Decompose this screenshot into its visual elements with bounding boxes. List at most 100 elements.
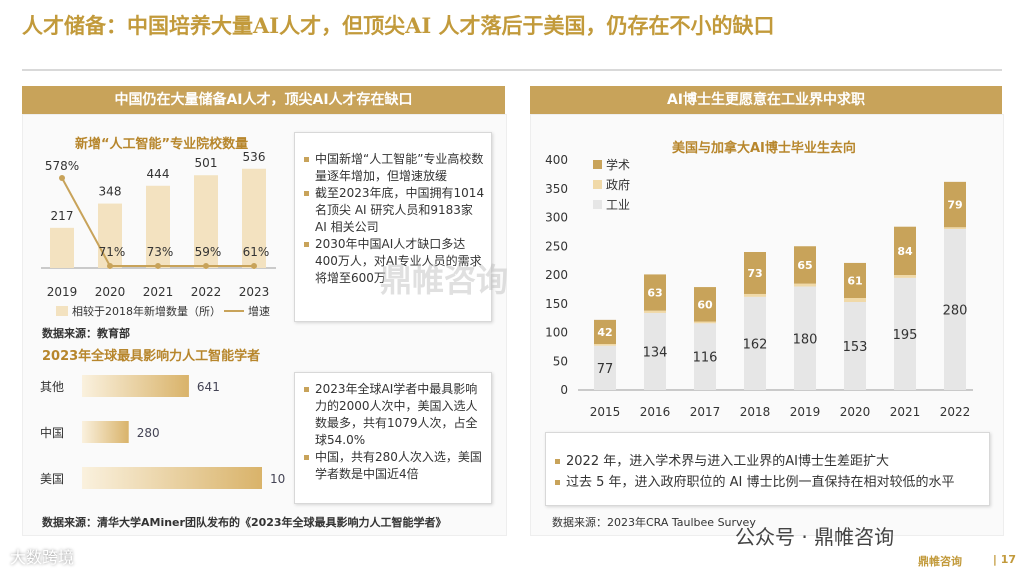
chart1-bar-label: 536 [243,150,266,164]
chart3-bar-government [794,283,816,287]
chart3-industry-label: 153 [843,340,868,355]
chart1-growth-point [155,263,161,269]
page-number: | 17 [992,553,1016,566]
chart1-legend-bar-label: 相较于2018年新增数量（所） [72,304,221,318]
chart3-academia-label: 61 [847,274,862,287]
chart1-growth-point [203,263,209,269]
chart1-bar [194,175,218,268]
chart3-bar-industry [894,277,916,390]
source3: 数据来源：2023年CRA Taulbee Survey [552,516,756,529]
source1: 数据来源：教育部 [42,327,130,340]
chart2-value-label: 1079 [270,472,286,486]
chart3-y-tick: 300 [545,211,568,225]
chart1-title: 新增“人工智能”专业院校数量 [75,137,249,152]
center-watermark: 鼎帷咨询 [380,261,509,299]
chart3-y-tick: 150 [545,297,568,311]
chart1-x-tick: 2019 [47,285,78,299]
chart3-x-tick: 2019 [790,405,821,419]
chart3-bar-academia [594,319,616,344]
chart3-y-tick: 350 [545,182,568,196]
chart1-bar-label: 501 [195,156,218,170]
chart2-value-label: 641 [197,380,220,394]
chart3-academia-label: 65 [797,259,812,272]
chart1-growth-label: 578% [45,159,79,173]
bullet-2-2: 中国，共有280人次入选，美国学者数是中国近4倍 [301,449,485,483]
chart2-title: 2023年全球最具影响力人工智能学者 [42,349,261,364]
right-panel-header: AI博士生更愿意在工业界中求职 [530,86,1002,114]
chart3-industry-label: 195 [893,328,918,343]
chart3-bar-academia [944,181,966,228]
bullet-2-1: 2023年全球AI学者中最具影响力的2000人次中，美国入选人数最多，共有107… [301,381,485,449]
chart3-bar-government [894,275,916,278]
chart1-bar [242,168,266,268]
chart2-category-label: 美国 [40,472,64,486]
chart3-academia-label: 63 [647,287,662,300]
chart3-bar-industry [744,296,766,390]
chart3-industry-label: 162 [743,337,768,352]
chart1-growth-point [59,175,65,181]
chart3-y-tick: 200 [545,268,568,282]
chart3-industry-label: 134 [643,345,668,360]
chart3-academia-label: 73 [747,267,762,280]
bullet-3-1: 2022 年，进入学术界与进入工业界的AI博士生差距扩大 [552,451,983,472]
chart1-x-tick: 2022 [191,285,222,299]
chart1-growth-label: 73% [147,245,174,259]
chart3-bar-industry [694,323,716,390]
chart3-legend-label: 学术 [606,157,630,172]
bullet-box-1: 中国新增“人工智能”专业高校数量逐年增加，但增速放缓 截至2023年底，中国拥有… [294,132,492,322]
chart2-influential-scholars: 其他 641 中国 280 美国 1079 [40,375,286,489]
chart1-x-tick: 2023 [239,285,270,299]
chart3-bar-government [744,293,766,297]
bullet-1-2: 截至2023年底，中国拥有1014名顶尖 AI 研究人员和9183家 AI 相关… [301,185,485,236]
chart2-category-label: 其他 [40,380,64,394]
chart3-legend-label: 政府 [606,177,630,192]
chart3-bar-academia [894,226,916,275]
chart3-bar-government [944,227,966,229]
chart3-industry-label: 280 [943,304,968,319]
chart1-legend-line-label: 增速 [248,304,270,318]
chart3-bar-academia [694,287,716,322]
bullet-1-1: 中国新增“人工智能”专业高校数量逐年增加，但增速放缓 [301,151,485,185]
chart2-value-label: 280 [137,426,160,440]
chart3-title: 美国与加拿大AI博士毕业生去向 [672,141,856,156]
chart1-x-tick: 2021 [143,285,174,299]
chart1-growth-point [107,263,113,269]
chart1-bar [146,185,170,268]
chart1-college-count: 217 2019 348 2020 444 2021 501 2022 536 2023 578% 7… [41,150,276,318]
chart3-y-tick: 0 [560,383,568,397]
bullet-1-3: 2030年中国AI人才缺口多达400万人，对AI专业人员的需求将增至600万 [301,236,485,287]
company-logo: 鼎帷咨询 [918,555,962,568]
chart3-industry-label: 116 [693,351,718,366]
chart3-y-tick: 50 [553,354,568,368]
chart2-bar [82,375,189,397]
wechat-account: 公众号 · 鼎帷咨询 [735,525,895,549]
chart3-x-tick: 2022 [940,405,971,419]
chart1-growth-label: 71% [99,245,126,259]
page-title: 人才储备：中国培养大量AI人才，但顶尖AI 人才落后于美国，仍存在不小的缺口 [22,13,775,38]
source2: 数据来源：清华大学AMiner团队发布的《2023年全球最具影响力人工智能学者》 [42,516,447,529]
chart3-x-tick: 2021 [890,405,921,419]
chart3-bar-industry [594,345,616,390]
chart3-industry-label: 77 [597,362,614,377]
chart3-x-tick: 2015 [590,405,621,419]
chart1-growth-point [251,263,257,269]
footer-watermark: 大数跨境 [10,548,75,567]
chart1-bar-label: 217 [51,209,74,223]
chart1-x-tick: 2020 [95,285,126,299]
chart3-bar-academia [844,262,866,298]
left-panel-header: 中国仍在大量储备AI人才，顶尖AI人才存在缺口 [22,86,505,114]
chart3-bar-academia [644,274,666,311]
chart2-category-label: 中国 [40,425,64,440]
chart3-academia-label: 60 [697,298,713,311]
chart3-bar-government [694,321,716,324]
chart3-bar-academia [794,246,816,284]
chart2-bar [82,467,262,489]
chart3-bar-industry [794,286,816,390]
bullet-box-3: 2022 年，进入学术界与进入工业界的AI博士生差距扩大 过去 5 年，进入政府… [545,432,990,506]
chart3-academia-label: 79 [947,199,962,212]
chart3-bar-academia [744,252,766,294]
chart1-growth-label: 59% [195,245,222,259]
chart3-bar-government [644,310,666,313]
chart3-x-tick: 2020 [840,405,871,419]
chart3-phd-destinations: 0 50 100 150 200 250 300 350 400 77 42 2015 134 63 201… [545,153,973,419]
